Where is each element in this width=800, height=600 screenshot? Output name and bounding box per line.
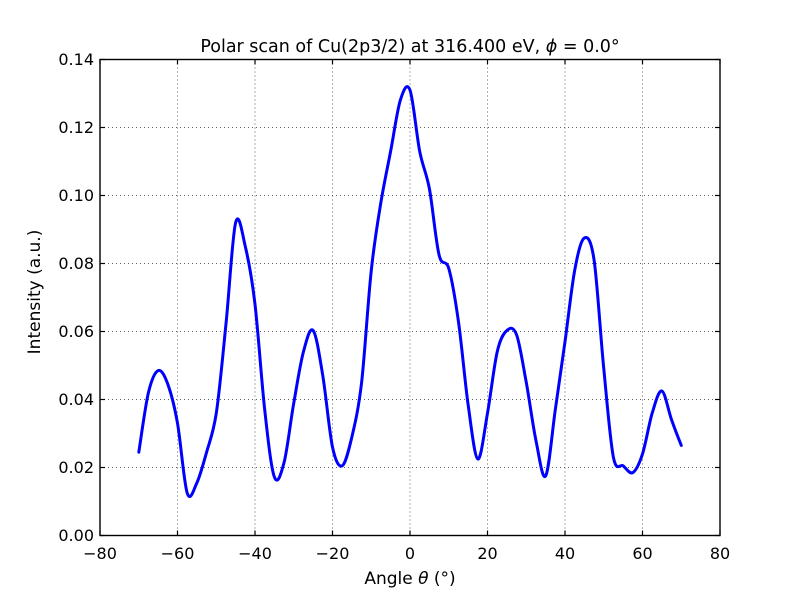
x-axis-label: Angle θ (°) (364, 569, 455, 589)
plot-border (99, 58, 721, 537)
x-tick-labels: −80 −60 −40 −20 0 20 40 60 80 (83, 544, 730, 563)
chart-title: Polar scan of Cu(2p3/2) at 316.400 eV, ϕ… (200, 37, 619, 57)
x-tick-label: −20 (316, 544, 350, 563)
x-tick-label: 40 (555, 544, 575, 563)
x-tick-label: 60 (632, 544, 652, 563)
chart-title-prefix: Polar scan of Cu(2p3/2) at 316.400 eV, (200, 37, 545, 57)
chart-title-suffix: = 0.0° (557, 37, 619, 57)
theta-symbol: θ (418, 569, 429, 589)
y-tick-label: 0.04 (58, 390, 94, 409)
y-tick-label: 0.00 (58, 526, 94, 545)
y-tick-label: 0.14 (58, 50, 94, 69)
x-tick-label: −80 (83, 544, 117, 563)
y-tick-label: 0.08 (58, 254, 94, 273)
y-tick-label: 0.06 (58, 322, 94, 341)
x-tick-label: 0 (405, 544, 415, 563)
x-axis-label-prefix: Angle (364, 569, 418, 589)
data-curve (137, 85, 683, 499)
y-axis-label: Intensity (a.u.) (25, 230, 45, 355)
y-tick-label: 0.12 (58, 118, 94, 137)
y-tick-label: 0.10 (58, 186, 94, 205)
x-tick-label: −40 (238, 544, 272, 563)
phi-symbol: ϕ (546, 37, 558, 57)
x-axis-label-suffix: (°) (429, 569, 456, 589)
x-tick-label: 80 (710, 544, 730, 563)
x-tick-label: −60 (161, 544, 195, 563)
x-tick-label: 20 (477, 544, 497, 563)
y-tick-labels: 0.00 0.02 0.04 0.06 0.08 0.10 0.12 0.14 (58, 50, 94, 545)
y-tick-label: 0.02 (58, 458, 94, 477)
grid-layer (99, 59, 721, 536)
